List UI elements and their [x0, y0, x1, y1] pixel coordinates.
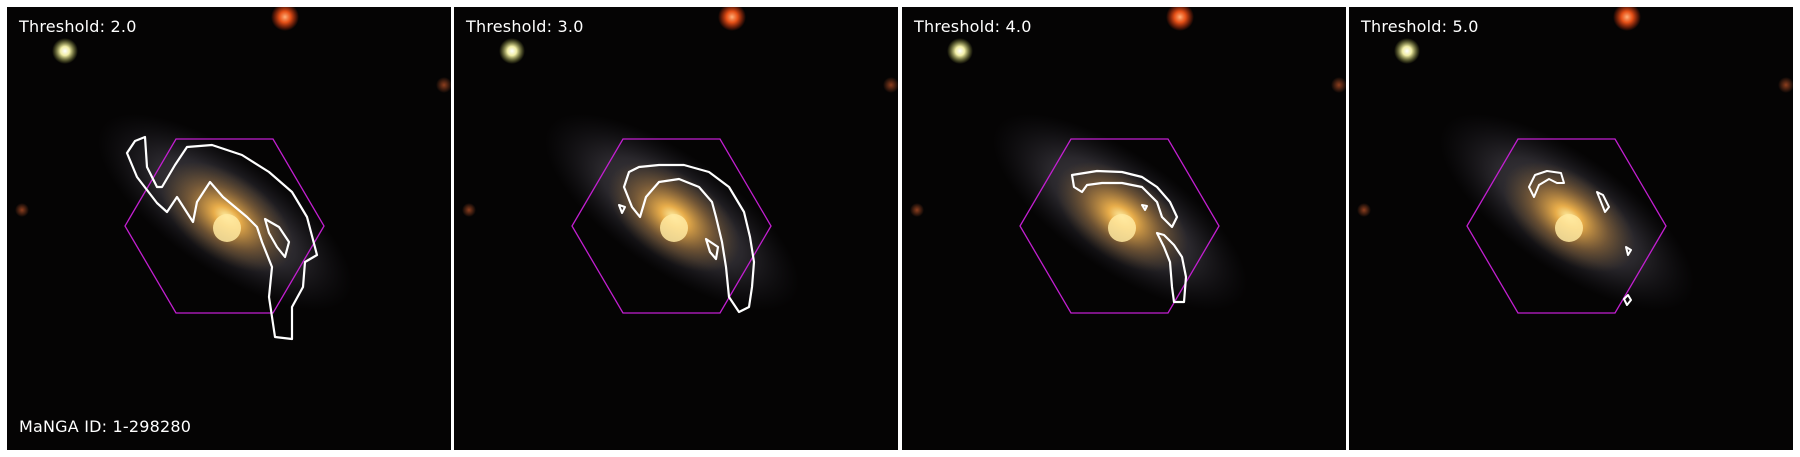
- manga-id-label: MaNGA ID: 1-298280: [19, 417, 192, 436]
- threshold-label: Threshold: 5.0: [1361, 17, 1479, 36]
- panel-threshold-5: Threshold: 5.0: [1349, 7, 1793, 450]
- ifu-hexagon: [1466, 138, 1667, 314]
- threshold-contour: [1528, 170, 1565, 198]
- galaxy-image: [910, 7, 1346, 314]
- panel-threshold-2: Threshold: 2.0 MaNGA ID: 1-298280: [7, 7, 451, 450]
- threshold-contour: [1070, 169, 1179, 229]
- threshold-label: Threshold: 2.0: [19, 17, 137, 36]
- ifu-hexagon: [571, 138, 772, 314]
- galaxy-image: [462, 7, 898, 314]
- galaxy-image: [1357, 7, 1793, 314]
- galaxy-image: [15, 7, 451, 341]
- threshold-contour: [263, 217, 291, 259]
- threshold-contour: [125, 135, 319, 341]
- threshold-label: Threshold: 3.0: [466, 17, 584, 36]
- threshold-contour: [1141, 204, 1148, 211]
- panel-threshold-4: Threshold: 4.0: [902, 7, 1346, 450]
- panel-threshold-3: Threshold: 3.0: [454, 7, 898, 450]
- threshold-contour: [622, 163, 756, 314]
- threshold-contour: [1625, 246, 1632, 256]
- threshold-contour: [1623, 294, 1632, 306]
- ifu-hexagon: [124, 138, 325, 314]
- threshold-contour: [704, 237, 720, 261]
- threshold-label: Threshold: 4.0: [914, 17, 1032, 36]
- ifu-hexagon: [1019, 138, 1220, 314]
- threshold-contour: [1155, 231, 1188, 304]
- threshold-contour: [1596, 191, 1610, 213]
- threshold-contour: [618, 204, 626, 214]
